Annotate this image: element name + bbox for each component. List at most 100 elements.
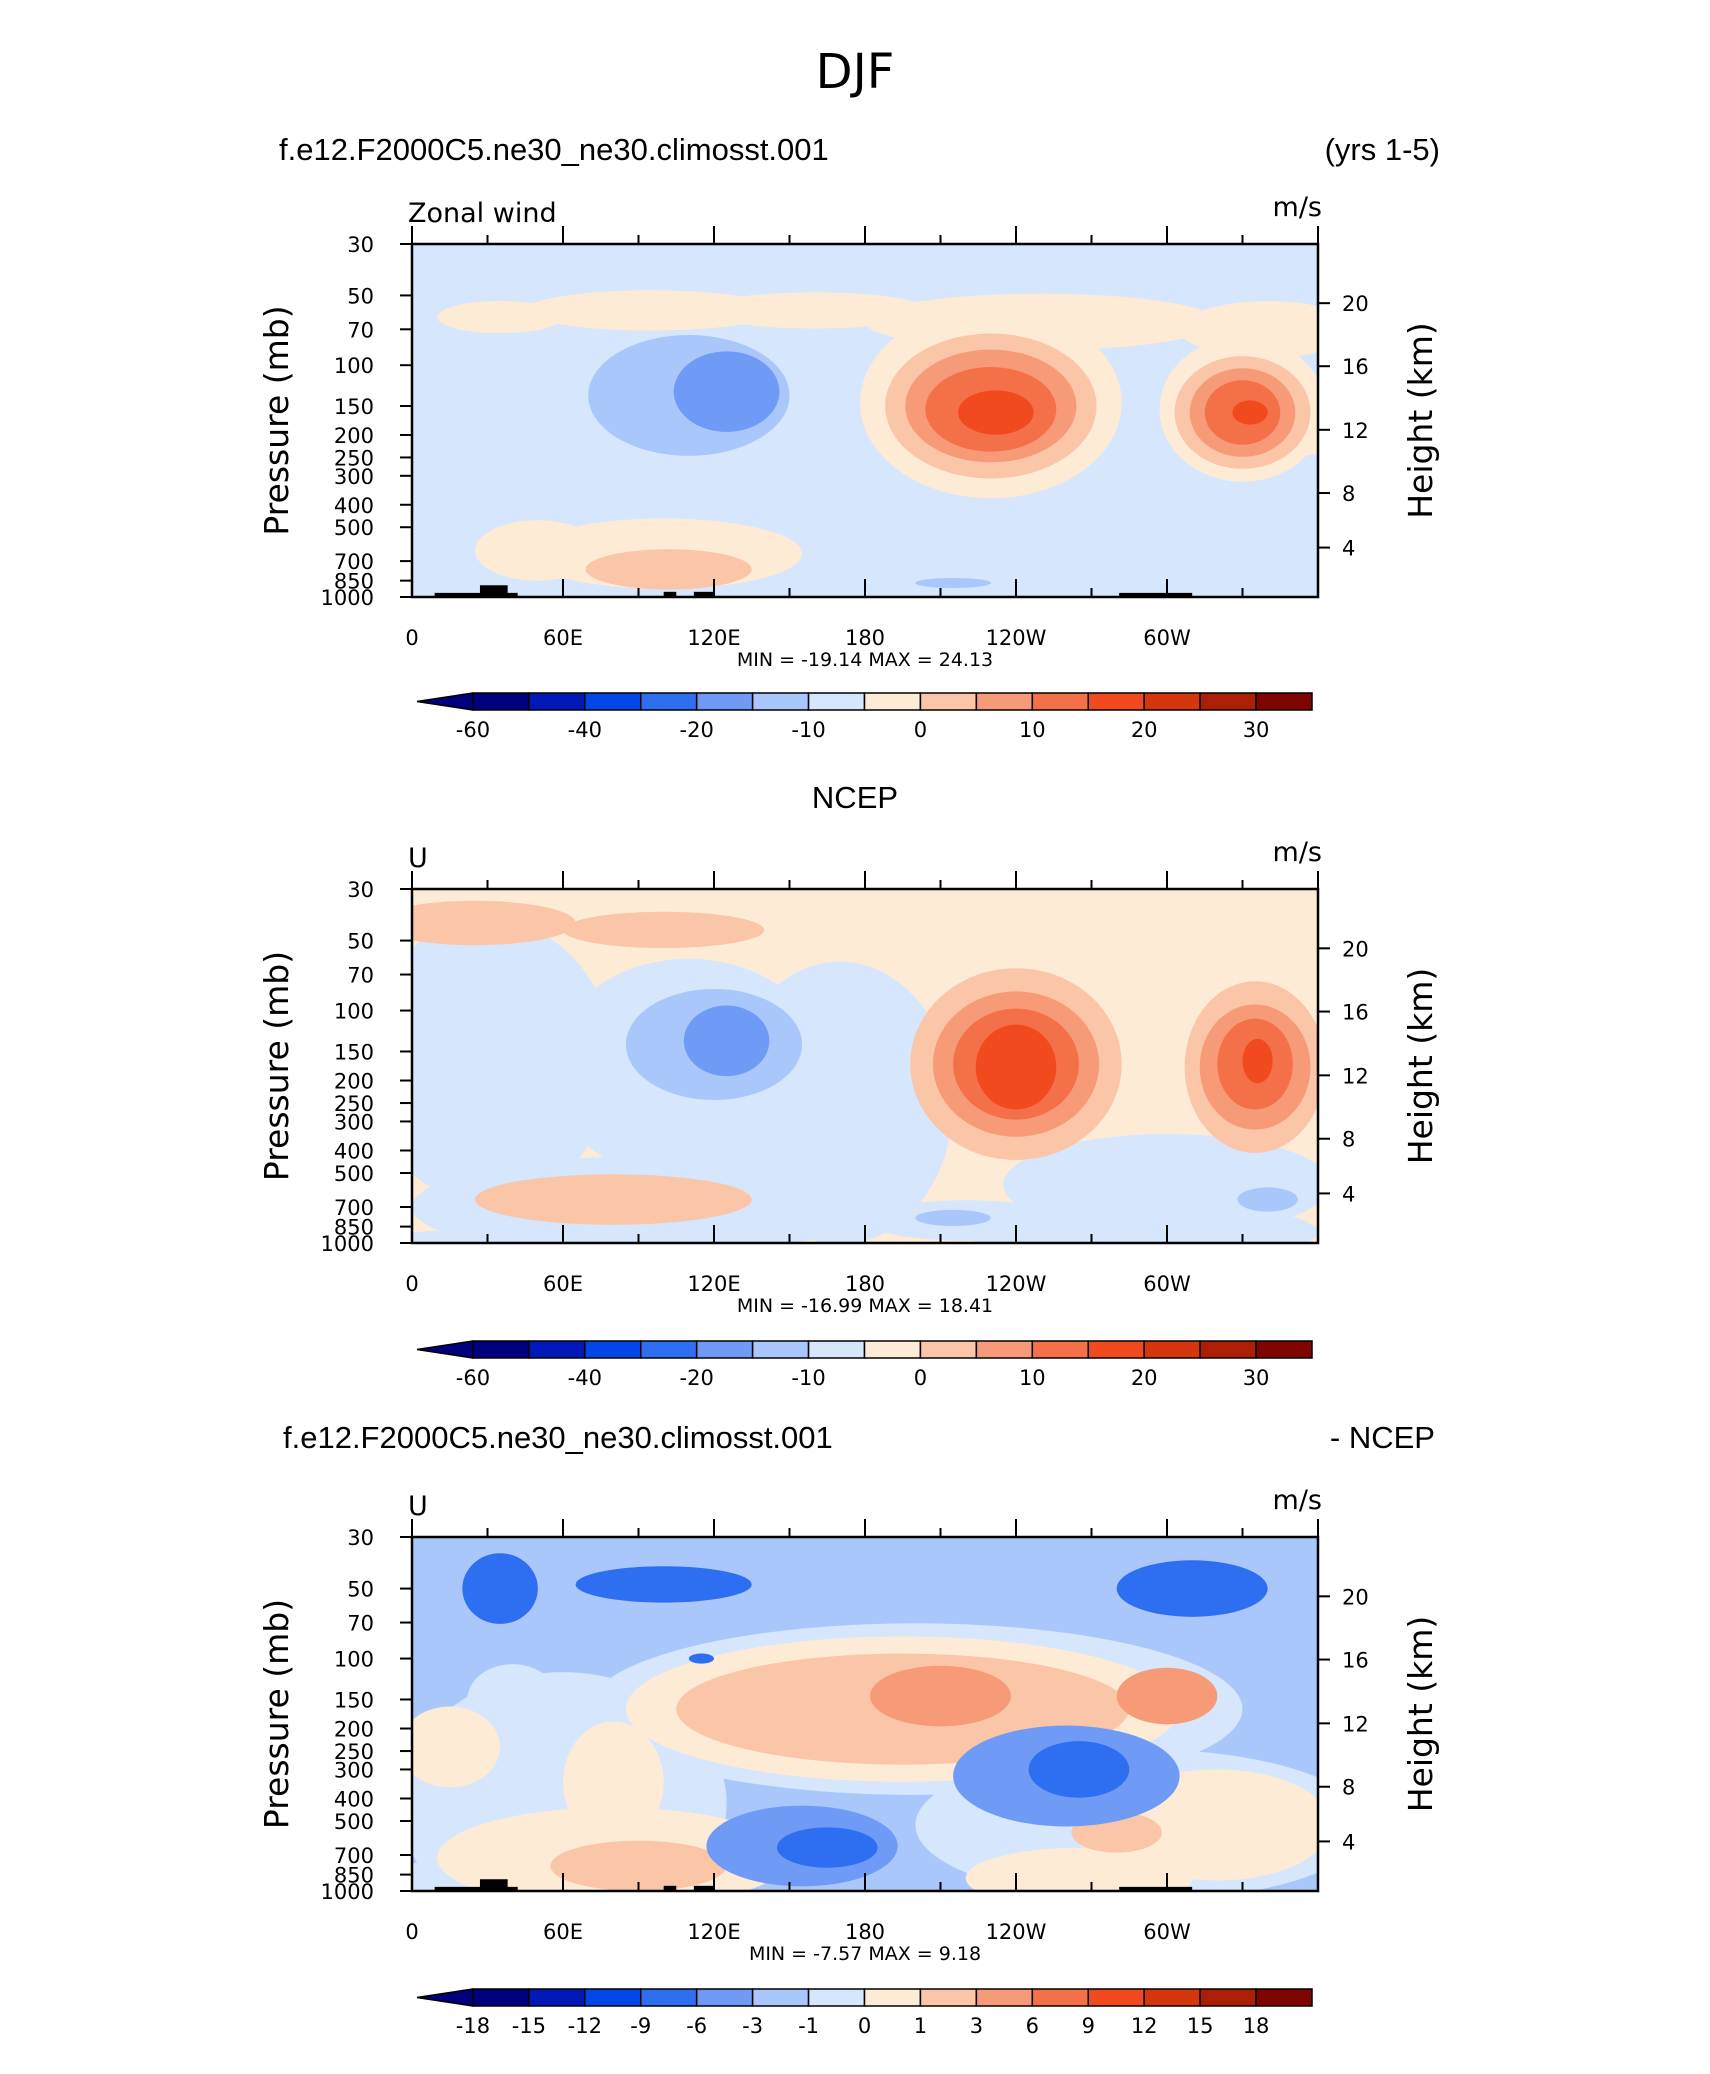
right-tick-label: 12 (1342, 419, 1369, 443)
colorbar-label: -6 (686, 2014, 707, 2038)
right-tick-label: 8 (1342, 1776, 1355, 1800)
right-tick-label: 12 (1342, 1712, 1369, 1736)
colorbar-swatch (1087, 692, 1145, 711)
y-tick-label: 500 (334, 516, 374, 540)
contour-region-14 (870, 1665, 1011, 1727)
contour-region-17 (673, 351, 780, 432)
x-tick-label: 60E (543, 626, 583, 650)
y-tick-label: 1000 (321, 1232, 374, 1256)
y-axis-title: Pressure (mb) (257, 305, 296, 535)
contour-region-21 (915, 577, 991, 589)
contour-region-22 (1028, 1741, 1130, 1798)
colorbar-swatch (1255, 1988, 1313, 2007)
colorbar-swatch (975, 1340, 1034, 1359)
colorbar-swatch (416, 1340, 474, 1359)
colorbar-swatch (751, 1988, 810, 2007)
topography-0 (434, 592, 518, 597)
colorbar-label: 20 (1131, 718, 1158, 742)
y-axis-title: Pressure (mb) (257, 1599, 296, 1829)
x-tick-label: 180 (845, 1920, 885, 1944)
min-max-stats: MIN = -7.57 MAX = 9.18 (749, 1943, 981, 1965)
colorbar-swatch (807, 692, 866, 711)
x-tick-label: 60W (1143, 1272, 1191, 1296)
topography-3 (693, 591, 714, 597)
right-tick-label: 4 (1342, 1182, 1355, 1206)
colorbar-label: -9 (630, 2014, 651, 2038)
y-tick-label: 850 (334, 570, 374, 594)
topography-4 (1119, 1886, 1193, 1891)
y-tick-label: 300 (334, 465, 374, 489)
colorbar-swatch (528, 1988, 586, 2007)
panel-3-title-left: f.e12.F2000C5.ne30_ne30.climosst.001 (283, 1420, 833, 1455)
colorbar-swatch (863, 1340, 922, 1359)
contour-region-0 (412, 919, 614, 1203)
y-tick-label: 200 (334, 424, 374, 448)
min-max-stats: MIN = -16.99 MAX = 18.41 (737, 1295, 993, 1317)
topography-1 (479, 1879, 508, 1891)
colorbar-swatch (528, 1340, 586, 1359)
contour-region-23 (688, 1653, 715, 1664)
contour-region-21 (776, 1827, 878, 1868)
colorbar-label: -20 (680, 1366, 714, 1390)
colorbar-swatch (584, 692, 642, 711)
colorbar-label: 1 (914, 2014, 927, 2038)
colorbar-swatch (1143, 692, 1201, 711)
colorbar-swatch (1199, 692, 1257, 711)
right-tick-label: 8 (1342, 1128, 1355, 1152)
colorbar-swatch (1255, 1340, 1313, 1359)
x-tick-label: 120E (687, 1272, 740, 1296)
y-tick-label: 1000 (321, 586, 374, 610)
contour-region-20 (585, 549, 752, 590)
colorbar-swatch (695, 1340, 754, 1359)
panel-3-title-right: - NCEP (1329, 1420, 1435, 1455)
colorbar-swatch (1199, 1988, 1257, 2007)
x-tick-label: 120E (687, 1920, 740, 1944)
colorbar-swatch (695, 692, 754, 711)
y-tick-label: 500 (334, 1810, 374, 1834)
x-tick-label: 120W (986, 1272, 1047, 1296)
x-tick-label: 0 (405, 626, 418, 650)
y-tick-label: 50 (347, 1578, 374, 1602)
contour-region-18 (1116, 1560, 1268, 1617)
colorbar-label: -20 (680, 718, 714, 742)
y-tick-label: 150 (334, 1688, 374, 1712)
colorbar-swatch (1031, 1340, 1089, 1359)
right-tick-label: 20 (1342, 1585, 1369, 1609)
contour-region-16 (462, 1553, 538, 1624)
colorbar-swatch (640, 1988, 698, 2007)
colorbar-swatch (1143, 1340, 1201, 1359)
colorbar-swatch (1087, 1340, 1145, 1359)
y-tick-label: 70 (347, 318, 374, 342)
colorbar-label: -12 (568, 2014, 602, 2038)
x-tick-label: 120W (986, 626, 1047, 650)
units-label: m/s (1273, 837, 1322, 868)
variable-label: U (408, 843, 428, 874)
colorbar-swatch (1031, 692, 1089, 711)
y-tick-label: 30 (347, 233, 374, 257)
y-tick-label: 70 (347, 1612, 374, 1636)
colorbar-label: 3 (970, 2014, 983, 2038)
colorbar-swatch (640, 1340, 698, 1359)
panel-1-title-left: f.e12.F2000C5.ne30_ne30.climosst.001 (279, 132, 829, 167)
colorbar-swatch (1199, 1340, 1257, 1359)
units-label: m/s (1273, 1485, 1322, 1516)
colorbar-label: 9 (1082, 2014, 1095, 2038)
colorbar-swatch (416, 1988, 474, 2007)
colorbar: -60 -40 -20 -10 0 10 20 30 (416, 692, 1313, 742)
right-tick-label: 4 (1342, 1830, 1355, 1854)
right-tick-label: 12 (1342, 1064, 1369, 1088)
colorbar-swatch (1143, 1988, 1201, 2007)
contour-region-10 (965, 1847, 1193, 1891)
y-tick-label: 300 (334, 1758, 374, 1782)
contour-region-6 (412, 1230, 475, 1243)
contour-field (412, 1553, 1318, 1891)
colorbar-label: -60 (456, 718, 490, 742)
y-tick-label: 150 (334, 1040, 374, 1064)
colorbar-swatch (472, 692, 530, 711)
y-tick-label: 850 (334, 1216, 374, 1240)
colorbar-swatch (807, 1988, 866, 2007)
right-axis-title: Height (km) (1401, 1616, 1440, 1813)
colorbar-swatch (695, 1988, 754, 2007)
y-tick-label: 30 (347, 1526, 374, 1550)
